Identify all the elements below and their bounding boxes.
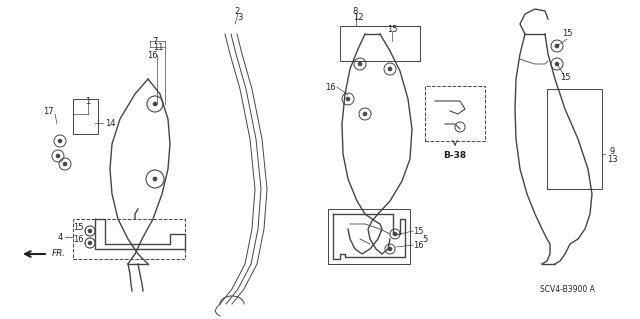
- Text: 17: 17: [43, 107, 53, 115]
- Text: 7: 7: [152, 38, 157, 47]
- Text: 15: 15: [560, 72, 570, 81]
- Circle shape: [56, 154, 60, 158]
- Text: 2: 2: [234, 6, 239, 16]
- Text: FR.: FR.: [52, 249, 67, 258]
- Text: 16: 16: [324, 83, 335, 92]
- Text: SCV4-B3900 A: SCV4-B3900 A: [540, 285, 595, 293]
- Text: 16: 16: [73, 235, 83, 244]
- Text: 8: 8: [352, 6, 358, 16]
- Text: 15: 15: [73, 224, 83, 233]
- Bar: [328, 209, 410, 264]
- Bar: [73, 219, 185, 259]
- Text: 14: 14: [105, 118, 115, 128]
- Text: 15: 15: [562, 29, 572, 39]
- Bar: [340, 26, 420, 61]
- Text: 1: 1: [85, 97, 91, 106]
- Circle shape: [63, 162, 67, 166]
- Circle shape: [358, 62, 362, 66]
- Circle shape: [88, 229, 92, 233]
- Text: 16: 16: [147, 50, 157, 60]
- Circle shape: [555, 62, 559, 66]
- Bar: [73, 99, 98, 134]
- Circle shape: [153, 177, 157, 181]
- Circle shape: [363, 112, 367, 116]
- Text: 16: 16: [413, 241, 423, 249]
- Text: 15: 15: [413, 226, 423, 235]
- Circle shape: [153, 102, 157, 106]
- Circle shape: [393, 232, 397, 236]
- Text: B-38: B-38: [444, 152, 467, 160]
- Text: 4: 4: [58, 233, 63, 241]
- Bar: [547, 89, 602, 189]
- Circle shape: [58, 139, 62, 143]
- Circle shape: [88, 241, 92, 245]
- Text: 5: 5: [422, 234, 428, 243]
- Bar: [425, 86, 485, 141]
- Text: 13: 13: [607, 154, 618, 164]
- Text: 15: 15: [387, 25, 397, 33]
- Circle shape: [388, 67, 392, 71]
- Text: 12: 12: [353, 12, 364, 21]
- Circle shape: [555, 44, 559, 48]
- Circle shape: [346, 97, 350, 101]
- Text: 3: 3: [237, 13, 243, 23]
- Text: 11: 11: [153, 43, 163, 53]
- Text: 9: 9: [609, 147, 614, 157]
- Circle shape: [388, 247, 392, 251]
